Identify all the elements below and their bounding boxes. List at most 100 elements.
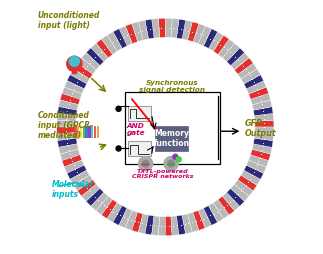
Bar (97, 126, 99, 138)
Text: Synchronous
signal detection: Synchronous signal detection (139, 80, 205, 93)
Text: AND
gate: AND gate (127, 123, 145, 136)
Wedge shape (107, 32, 122, 51)
Wedge shape (231, 53, 249, 70)
Bar (155, 126, 188, 151)
Wedge shape (213, 35, 229, 54)
Wedge shape (231, 184, 249, 201)
Bar (83, 126, 85, 138)
Wedge shape (60, 93, 80, 105)
Wedge shape (251, 149, 270, 161)
Circle shape (168, 160, 174, 167)
Wedge shape (145, 215, 154, 235)
Bar (128, 141, 151, 156)
Circle shape (142, 160, 149, 167)
Wedge shape (64, 81, 84, 94)
Wedge shape (91, 43, 108, 62)
Wedge shape (227, 188, 245, 206)
Bar (74, 126, 77, 138)
Wedge shape (255, 127, 274, 134)
Bar (125, 92, 220, 164)
Wedge shape (138, 20, 149, 40)
Wedge shape (67, 75, 87, 89)
Wedge shape (177, 19, 186, 39)
Text: Memory
function: Memory function (153, 129, 190, 148)
Text: Molecular
inputs: Molecular inputs (52, 180, 94, 199)
Wedge shape (74, 175, 93, 191)
Wedge shape (241, 170, 260, 185)
Wedge shape (62, 87, 82, 99)
Wedge shape (101, 200, 117, 219)
Wedge shape (253, 138, 273, 147)
Wedge shape (171, 216, 179, 235)
Wedge shape (246, 160, 266, 173)
Wedge shape (198, 26, 212, 46)
Wedge shape (96, 39, 113, 58)
Wedge shape (138, 214, 149, 234)
Wedge shape (107, 203, 122, 222)
Wedge shape (238, 63, 257, 79)
Wedge shape (86, 48, 104, 66)
Bar (77, 126, 79, 138)
Wedge shape (208, 203, 224, 222)
Wedge shape (159, 18, 165, 38)
Wedge shape (253, 107, 273, 116)
Wedge shape (188, 212, 199, 232)
Wedge shape (213, 200, 229, 219)
Wedge shape (57, 127, 76, 134)
Wedge shape (57, 133, 76, 141)
Wedge shape (119, 208, 132, 228)
Wedge shape (57, 138, 77, 147)
Circle shape (69, 56, 79, 66)
Wedge shape (218, 196, 234, 215)
Wedge shape (165, 18, 172, 38)
Wedge shape (193, 210, 205, 230)
Wedge shape (101, 35, 117, 54)
Text: Conditioned
input (GPCR-
mediated): Conditioned input (GPCR- mediated) (38, 110, 93, 140)
Circle shape (164, 156, 178, 171)
Circle shape (176, 157, 181, 162)
Circle shape (116, 106, 121, 111)
Wedge shape (86, 188, 104, 206)
Wedge shape (57, 107, 77, 116)
Wedge shape (254, 113, 274, 121)
Wedge shape (244, 165, 264, 179)
Wedge shape (244, 75, 264, 89)
Wedge shape (152, 19, 160, 38)
Wedge shape (252, 100, 272, 110)
Wedge shape (152, 216, 160, 235)
Wedge shape (182, 20, 192, 40)
Wedge shape (132, 22, 143, 42)
Wedge shape (82, 53, 100, 70)
Wedge shape (82, 184, 100, 201)
Wedge shape (58, 100, 78, 110)
Bar (91, 126, 93, 138)
Wedge shape (74, 63, 93, 79)
Text: Unconditioned
input (light): Unconditioned input (light) (38, 11, 100, 30)
Wedge shape (249, 155, 269, 167)
Wedge shape (125, 24, 138, 44)
Wedge shape (57, 120, 76, 127)
Circle shape (67, 56, 82, 71)
Wedge shape (119, 26, 132, 46)
Wedge shape (227, 48, 245, 66)
Wedge shape (96, 196, 113, 215)
Circle shape (173, 154, 178, 159)
Wedge shape (246, 81, 266, 94)
Wedge shape (188, 22, 199, 42)
Wedge shape (58, 144, 78, 154)
Wedge shape (223, 43, 240, 62)
Circle shape (139, 156, 153, 171)
Wedge shape (91, 192, 108, 211)
Wedge shape (193, 24, 205, 44)
Text: TXTL-powered
CRISPR networks: TXTL-powered CRISPR networks (132, 169, 193, 180)
Wedge shape (60, 149, 80, 161)
Wedge shape (113, 29, 127, 49)
Wedge shape (254, 133, 274, 141)
Wedge shape (255, 120, 274, 127)
Wedge shape (252, 144, 272, 154)
Wedge shape (113, 205, 127, 225)
Wedge shape (171, 19, 179, 38)
Wedge shape (165, 216, 172, 236)
Wedge shape (218, 39, 234, 58)
Wedge shape (159, 216, 165, 236)
